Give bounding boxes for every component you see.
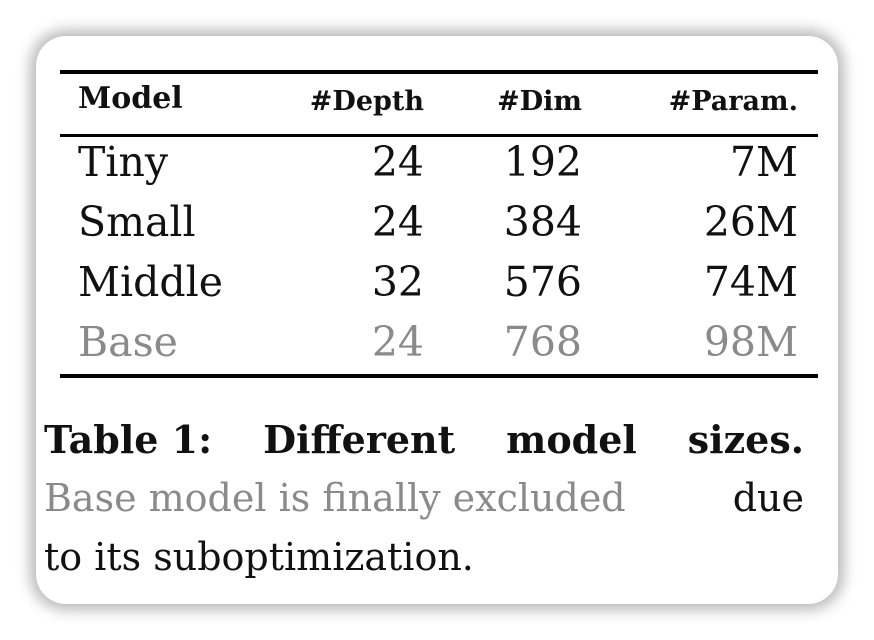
row-small-depth: 24 — [371, 198, 424, 246]
header-dim: #Dim — [497, 86, 582, 117]
row-tiny-model: Tiny — [78, 138, 169, 186]
caption-muted-text: Base model is finally excluded — [44, 476, 626, 520]
table-top-rule — [60, 70, 818, 74]
caption-title-word: Different — [263, 417, 456, 462]
row-base-param: 98M — [703, 318, 798, 366]
header-model: Model — [78, 81, 183, 116]
table-bottom-rule — [60, 374, 818, 378]
row-base-dim: 768 — [503, 318, 582, 366]
caption-label: Table 1: — [44, 417, 213, 462]
caption-line2-end: due — [732, 476, 804, 520]
caption-line-2: Base model is finally excluded due — [44, 469, 804, 528]
caption-title-word: model — [506, 417, 637, 462]
row-small-param: 26M — [703, 198, 798, 246]
table-header-rule — [60, 134, 818, 137]
row-small-model: Small — [78, 198, 196, 246]
caption-title: Table 1: Different model sizes. — [44, 410, 804, 469]
header-depth: #Depth — [309, 86, 424, 117]
table-caption: Table 1: Different model sizes. Base mod… — [44, 410, 804, 587]
row-base-model: Base — [78, 318, 178, 366]
row-small-dim: 384 — [503, 198, 582, 246]
row-tiny-depth: 24 — [371, 138, 424, 186]
table-card: Model #Depth #Dim #Param. Tiny 24 192 7M… — [36, 36, 838, 604]
caption-title-word: sizes. — [687, 417, 804, 462]
row-middle-dim: 576 — [503, 258, 582, 306]
header-param: #Param. — [668, 86, 798, 117]
caption-line-3: to its suboptimization. — [44, 535, 474, 579]
row-middle-model: Middle — [78, 258, 223, 306]
row-tiny-param: 7M — [729, 138, 798, 186]
row-middle-param: 74M — [703, 258, 798, 306]
row-tiny-dim: 192 — [503, 138, 582, 186]
row-base-depth: 24 — [371, 318, 424, 366]
row-middle-depth: 32 — [371, 258, 424, 306]
